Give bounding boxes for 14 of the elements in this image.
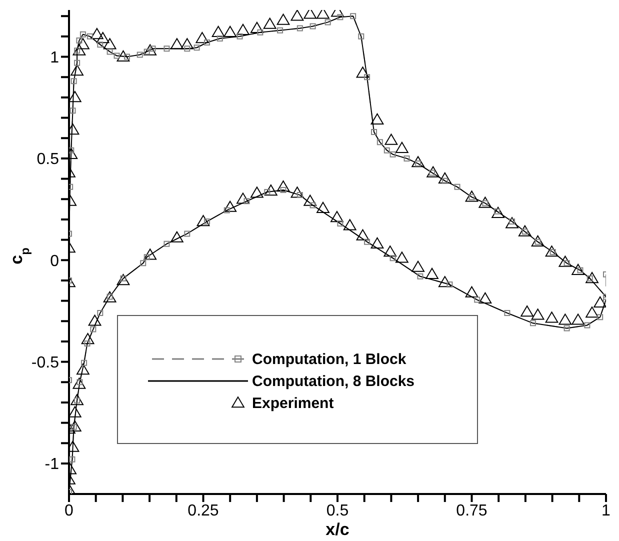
x-tick-label: 0	[64, 502, 74, 520]
y-tick-label: -1	[44, 456, 60, 474]
x-tick-label: 0.25	[188, 502, 219, 520]
x-tick-label: 0.75	[456, 502, 488, 520]
y-tick-label: -0.5	[31, 354, 60, 372]
y-tick-label: 0.5	[36, 151, 60, 168]
legend-label: Computation, 1 Block	[252, 350, 406, 368]
x-axis-title: x/c	[326, 520, 350, 539]
y-tick-label: 1	[50, 49, 60, 66]
legend-label: Computation, 8 Blocks	[252, 372, 415, 390]
legend-label: Experiment	[252, 394, 334, 412]
x-tick-label: 0.5	[326, 502, 349, 520]
x-tick-label: 1	[602, 502, 611, 520]
y-tick-label: 0	[50, 252, 60, 270]
